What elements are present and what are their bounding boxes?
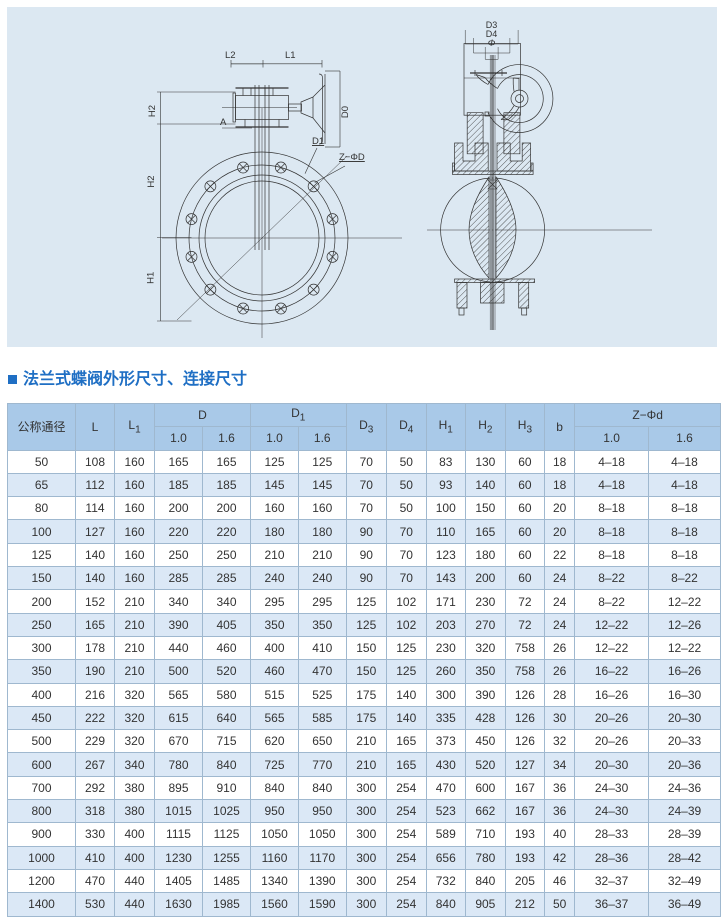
svg-text:Φ: Φ bbox=[488, 38, 496, 48]
svg-text:Z−ΦD: Z−ΦD bbox=[339, 152, 365, 163]
svg-text:H1: H1 bbox=[146, 272, 157, 284]
svg-text:D0: D0 bbox=[340, 106, 351, 118]
svg-text:H2: H2 bbox=[147, 105, 158, 117]
svg-text:L2: L2 bbox=[225, 50, 236, 61]
svg-text:D1: D1 bbox=[312, 136, 324, 147]
svg-text:L1: L1 bbox=[285, 50, 296, 61]
svg-text:A: A bbox=[220, 117, 227, 128]
svg-text:H2: H2 bbox=[146, 175, 157, 187]
